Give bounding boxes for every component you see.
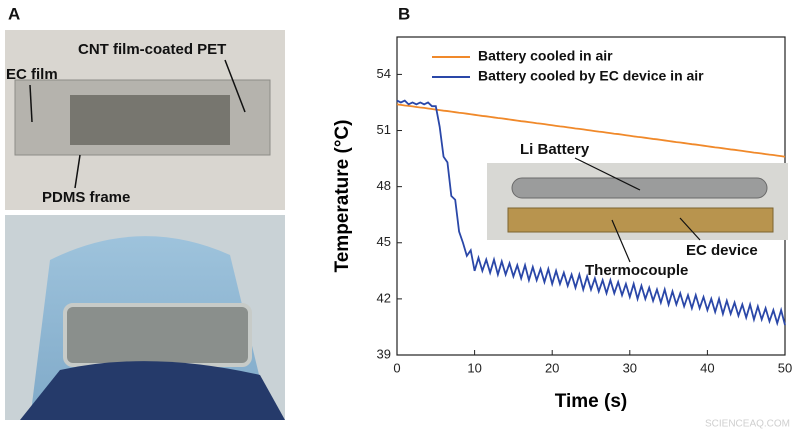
inset-battery (511, 177, 768, 199)
legend-label: Battery cooled in air (478, 48, 613, 64)
inset-annotation: Li Battery (520, 141, 590, 158)
inset-arrow (679, 217, 701, 241)
x-tick-label: 40 (700, 360, 714, 375)
photo-annotation: CNT film-coated PET (78, 41, 226, 58)
x-axis-label: Time (s) (555, 391, 628, 412)
photo-annotation: EC film (6, 66, 58, 83)
data-line (396, 103, 786, 158)
x-tick-label: 10 (467, 360, 481, 375)
watermark: SCIENCEAQ.COM (705, 419, 790, 430)
sleeve (20, 361, 285, 420)
photo-annotation: PDMS frame (42, 189, 130, 206)
inset-arrow (611, 219, 631, 263)
panel-label: A (8, 4, 20, 23)
inset-annotation: Thermocouple (585, 262, 688, 279)
y-tick-label: 45 (377, 234, 391, 249)
x-tick-label: 0 (393, 360, 400, 375)
inset-arrow (574, 157, 641, 191)
chart: 39 42 45 48 51 54 0 10 20 30 40 50 Time (s) Temperatu… (332, 36, 792, 412)
panel-label: B (398, 4, 410, 23)
x-tick-label: 20 (545, 360, 559, 375)
inset-annotation: EC device (686, 242, 758, 259)
data-line (396, 99, 786, 327)
y-axis-label: Temperature (°C) (332, 120, 353, 273)
y-tick-label: 48 (377, 178, 391, 193)
device-film (70, 95, 230, 145)
legend-label: Battery cooled by EC device in air (478, 68, 704, 84)
y-tick-label: 51 (377, 122, 391, 137)
inset-ec-device (507, 207, 774, 233)
x-tick-label: 50 (778, 360, 792, 375)
wrist-device (63, 303, 252, 367)
arrows (29, 59, 246, 189)
y-tick-label: 42 (377, 290, 391, 305)
y-tick-label: 54 (377, 66, 391, 81)
x-tick-label: 30 (623, 360, 637, 375)
y-tick-label: 39 (377, 346, 391, 361)
